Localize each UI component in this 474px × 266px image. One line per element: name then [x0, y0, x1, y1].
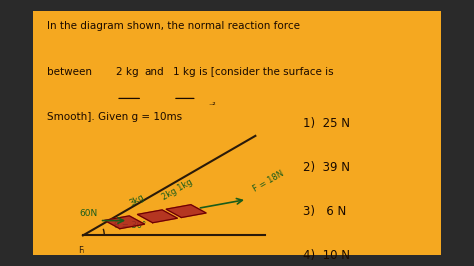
Polygon shape [166, 205, 206, 218]
Text: between: between [47, 66, 92, 77]
Text: is [consider the surface is: is [consider the surface is [199, 66, 334, 77]
Text: 3kg: 3kg [128, 192, 146, 208]
Text: ⁻²: ⁻² [209, 101, 216, 110]
Text: 3)   6 N: 3) 6 N [303, 205, 346, 218]
Text: Smooth]. Given g = 10ms: Smooth]. Given g = 10ms [47, 112, 182, 122]
Text: In the diagram shown, the normal reaction force: In the diagram shown, the normal reactio… [47, 21, 301, 31]
Text: θ = 30°: θ = 30° [114, 221, 146, 230]
Bar [33, 11, 441, 255]
Text: 2 kg: 2 kg [116, 66, 139, 77]
Text: 1)  25 N: 1) 25 N [303, 117, 350, 130]
Text: F = 18N: F = 18N [252, 169, 286, 194]
Text: 1 kg: 1 kg [173, 66, 196, 77]
Polygon shape [137, 210, 177, 223]
Text: and: and [145, 66, 164, 77]
Text: Fᵢ: Fᵢ [78, 246, 84, 255]
Text: 4)  10 N: 4) 10 N [303, 249, 350, 262]
Text: 2kg 1kg: 2kg 1kg [160, 177, 194, 202]
Text: 2)  39 N: 2) 39 N [303, 161, 350, 174]
Polygon shape [104, 216, 145, 229]
Text: 60N: 60N [79, 209, 97, 218]
